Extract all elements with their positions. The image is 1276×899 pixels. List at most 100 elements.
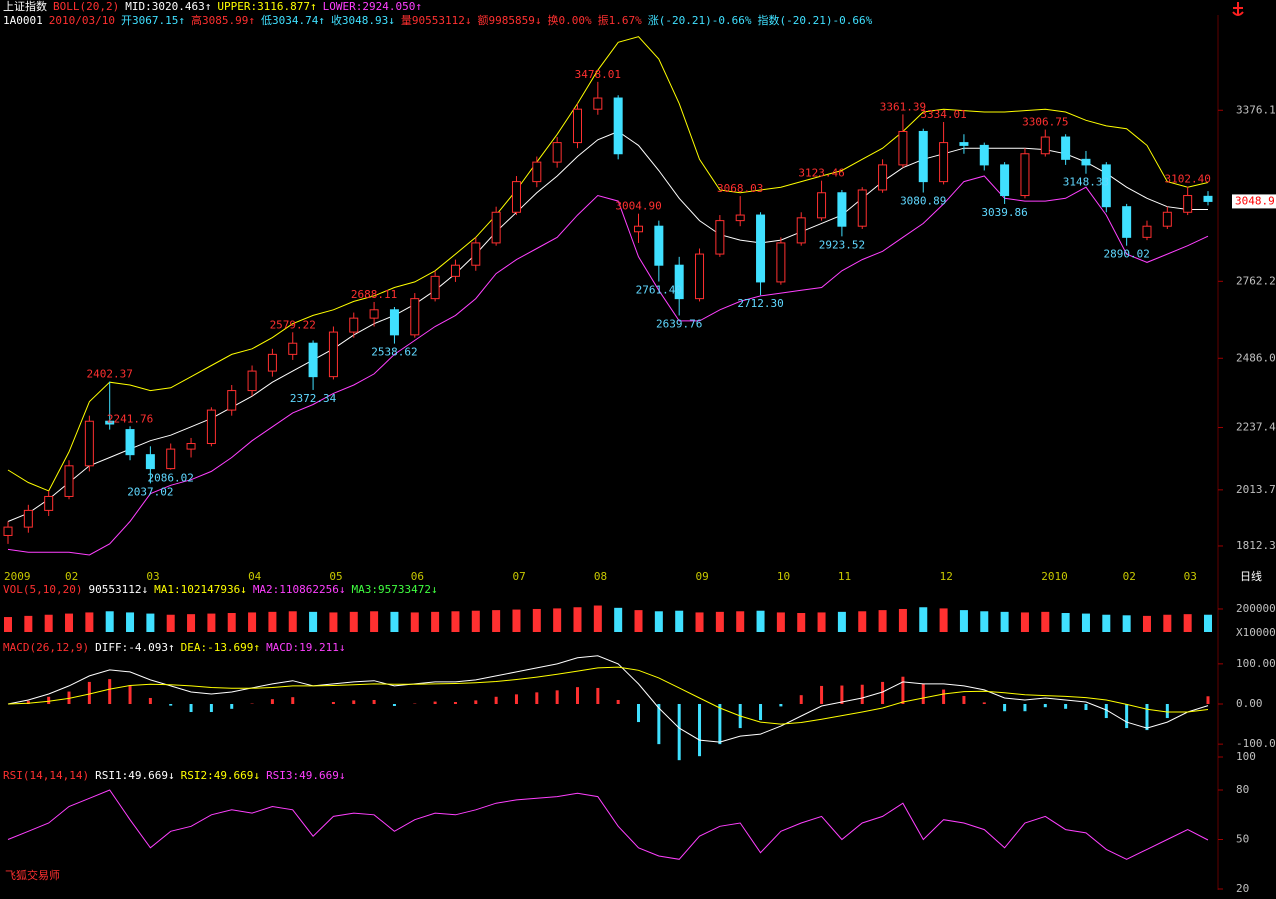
legend-item: UPPER:3116.877↑ <box>217 0 316 13</box>
candle-body <box>1162 211 1172 227</box>
volume-bar <box>329 612 338 632</box>
candle-body <box>1122 206 1132 238</box>
legend-item: VOL(5,10,20) <box>3 583 82 596</box>
indicator-line <box>7 789 1209 860</box>
volume-bar <box>1163 614 1172 632</box>
volume-bar <box>817 612 826 632</box>
y-tick-label: 2013.7 <box>1236 483 1276 496</box>
candle-body <box>227 390 237 411</box>
extreme-label: 2761.40 <box>636 284 682 297</box>
y-tick-label: 50 <box>1236 833 1249 846</box>
extreme-label: 3039.86 <box>981 206 1027 219</box>
volume-bar <box>431 611 440 632</box>
legend-item: 换0.00% <box>548 13 592 27</box>
volume-bar <box>614 607 623 632</box>
brand-label: 飞狐交易师 <box>5 868 60 882</box>
candle-body <box>939 142 949 183</box>
candle-body <box>410 298 420 336</box>
legend-item: 低3034.74↑ <box>261 14 325 27</box>
volume-bar <box>492 610 501 632</box>
candle-body <box>125 429 135 456</box>
candle-body <box>593 97 603 110</box>
extreme-label: 2639.76 <box>656 317 702 330</box>
extreme-label: 2372.34 <box>290 392 337 405</box>
candle-body <box>817 192 827 219</box>
legend-item: MACD(26,12,9) <box>3 641 89 654</box>
volume-bar <box>44 614 53 632</box>
volume-bar <box>248 612 257 632</box>
volume-bar <box>837 611 846 632</box>
volume-bar <box>370 611 379 632</box>
candle-body <box>735 214 745 222</box>
candle-body <box>613 97 623 155</box>
volume-bar <box>410 612 419 632</box>
x-tick-label: 10 <box>777 570 790 583</box>
x-tick-label: 11 <box>838 570 851 583</box>
candle-body <box>511 181 521 213</box>
extreme-label: 3148.33 <box>1063 176 1109 189</box>
candle-body <box>1000 164 1010 197</box>
volume-bar <box>1061 613 1070 632</box>
extreme-label: 3361.39 <box>880 100 926 113</box>
volume-bar <box>288 611 297 632</box>
candle-body <box>634 225 644 233</box>
volume-bar <box>939 608 948 632</box>
unit-label: X10000 <box>1236 626 1276 639</box>
legend-item: 2010/03/10 <box>49 14 115 27</box>
y-tick-label: 2237.4 <box>1236 421 1276 434</box>
candle-body <box>1142 225 1152 238</box>
volume-bar <box>959 610 968 632</box>
indicator-line <box>7 666 1209 725</box>
y-tick-label: 3376.1 <box>1236 103 1276 116</box>
volume-bar <box>776 612 785 632</box>
candle-body <box>878 164 888 191</box>
volume-bar <box>349 611 358 632</box>
legend-item: 90553112↓ <box>88 583 148 596</box>
volume-bar <box>675 610 684 632</box>
volume-bar <box>471 610 480 632</box>
volume-bar <box>451 611 460 632</box>
x-tick-label: 09 <box>696 570 709 583</box>
y-tick-label: 2762.2 <box>1236 274 1276 287</box>
extreme-label: 2086.02 <box>148 472 194 485</box>
extreme-label: 2890.02 <box>1103 248 1149 261</box>
volume-bar <box>126 612 135 632</box>
legend-row: 上证指数 BOLL(20,2) MID:3020.463↑ UPPER:3116.87… <box>3 0 422 13</box>
volume-bar <box>227 613 236 632</box>
candle-body <box>796 217 806 244</box>
candle-body <box>145 454 155 470</box>
volume-bar <box>1122 615 1131 632</box>
volume-bar <box>695 612 704 632</box>
candle-body <box>247 370 257 392</box>
x-tick-label: 06 <box>411 570 424 583</box>
volume-bar <box>654 611 663 632</box>
volume-bar <box>105 611 114 632</box>
candle-body <box>552 142 562 163</box>
legend-item: MACD:19.211↓ <box>266 641 345 654</box>
volume-bar <box>919 607 928 632</box>
candle-body <box>979 144 989 166</box>
extreme-label: 2037.02 <box>127 485 173 498</box>
extreme-label: 2402.37 <box>87 368 133 381</box>
volume-bar <box>532 608 541 632</box>
x-tick-label: 03 <box>1184 570 1197 583</box>
candle-body <box>1183 195 1193 213</box>
extreme-label: 3004.90 <box>615 200 661 213</box>
legend-row: VOL(5,10,20) 90553112↓ MA1:102147936↓ MA2:1… <box>3 583 438 596</box>
candle-body <box>105 420 115 425</box>
candle-body <box>369 309 379 319</box>
candle-body <box>1081 158 1091 166</box>
last-price-tag <box>1232 194 1276 209</box>
extreme-label: 3478.01 <box>575 68 621 81</box>
volume-bar <box>65 613 74 632</box>
candle-body <box>308 342 318 378</box>
candle-body <box>450 264 460 277</box>
volume-bar <box>1142 615 1151 632</box>
legend-item: DIFF:-4.093↑ <box>95 641 174 654</box>
y-tick-label: 2486.0 <box>1236 351 1276 364</box>
volume-bar <box>980 611 989 632</box>
indicator-line <box>7 175 1209 556</box>
volume-bar <box>858 611 867 632</box>
